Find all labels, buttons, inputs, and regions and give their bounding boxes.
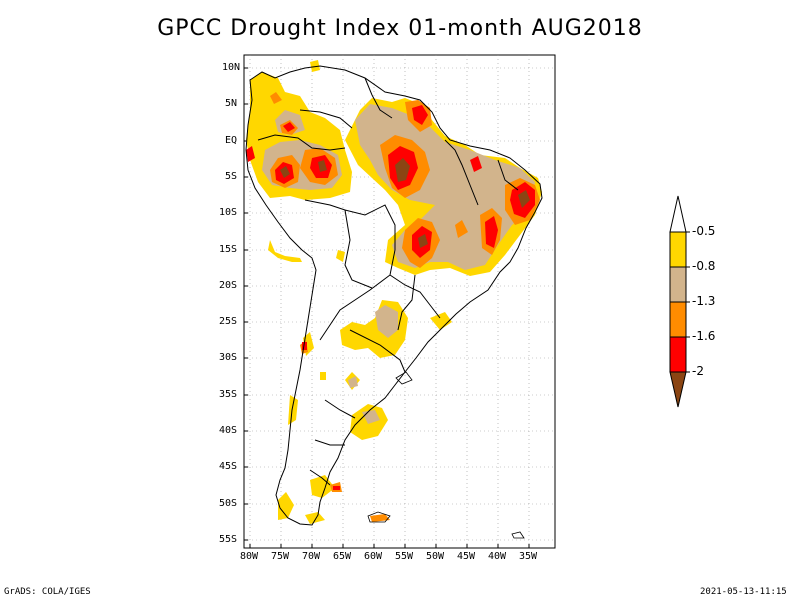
lon-label-60w: 60W — [364, 551, 383, 562]
lat-label-20s: 20S — [219, 280, 238, 291]
lat-label-40s: 40S — [219, 425, 238, 436]
lon-label-35w: 35W — [519, 551, 538, 562]
coastline — [245, 65, 543, 526]
lon-label-40w: 40W — [488, 551, 507, 562]
footer-timestamp: 2021-05-13-11:15 — [700, 587, 787, 597]
lon-label-55w: 55W — [395, 551, 414, 562]
lat-label-55s: 55S — [219, 534, 238, 545]
colorbar-label-2: -0.8 — [692, 259, 716, 273]
islands — [367, 371, 525, 539]
lat-label-5s: 5S — [225, 171, 238, 182]
lat-label-15s: 15S — [219, 244, 238, 255]
lon-label-80w: 80W — [240, 551, 259, 562]
colorbar-label-1: -0.5 — [692, 224, 716, 238]
colorbar-bottom-arrow — [669, 371, 687, 408]
lat-label-25s: 25S — [219, 316, 238, 327]
lat-label-eq: EQ — [225, 135, 238, 146]
colorbar-label-3: -1.3 — [692, 294, 716, 308]
drought-red — [246, 105, 535, 490]
ticks — [244, 67, 530, 548]
lon-label-75w: 75W — [271, 551, 290, 562]
lat-label-10s: 10S — [219, 207, 238, 218]
colorbar-bin-orange — [669, 301, 687, 338]
colorbar-top-arrow — [669, 195, 687, 233]
colorbar-bin-red — [669, 336, 687, 373]
lon-label-45w: 45W — [457, 551, 476, 562]
lon-label-50w: 50W — [426, 551, 445, 562]
lat-label-50s: 50S — [219, 498, 238, 509]
lat-label-35s: 35S — [219, 389, 238, 400]
lat-label-30s: 30S — [219, 352, 238, 363]
lat-label-5n: 5N — [225, 98, 238, 109]
colorbar — [669, 195, 690, 408]
map-title: GPCC Drought Index 01-month AUG2018 — [157, 16, 643, 41]
lon-label-65w: 65W — [333, 551, 352, 562]
colorbar-label-4: -1.6 — [692, 329, 716, 343]
lat-label-45s: 45S — [219, 461, 238, 472]
colorbar-label-5: -2 — [692, 364, 704, 378]
lon-label-70w: 70W — [302, 551, 321, 562]
footer-credit: GrADS: COLA/IGES — [4, 587, 91, 597]
lat-label-10n: 10N — [222, 62, 241, 73]
drought-brown — [280, 158, 530, 248]
colorbar-bin-yellow — [669, 231, 687, 268]
colorbar-bin-tan — [669, 266, 687, 303]
